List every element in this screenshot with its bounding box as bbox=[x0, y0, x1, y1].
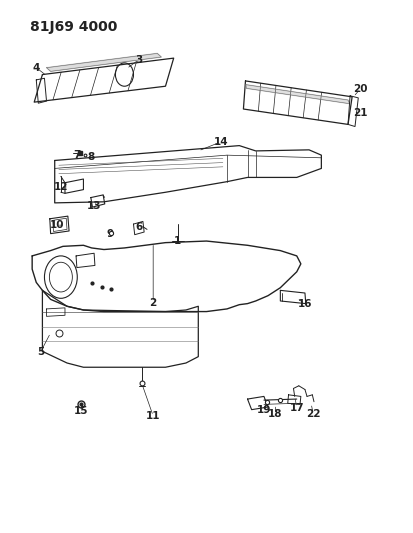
Text: 4: 4 bbox=[33, 63, 40, 72]
Text: 6: 6 bbox=[135, 222, 142, 232]
Text: 15: 15 bbox=[74, 406, 89, 416]
Text: 20: 20 bbox=[353, 84, 368, 94]
Text: 10: 10 bbox=[50, 220, 64, 230]
Text: 5: 5 bbox=[37, 348, 44, 358]
Text: 9: 9 bbox=[107, 229, 114, 239]
Text: 19: 19 bbox=[257, 405, 271, 415]
Polygon shape bbox=[246, 85, 350, 104]
Polygon shape bbox=[47, 53, 161, 71]
Text: 22: 22 bbox=[306, 409, 320, 419]
Text: 13: 13 bbox=[86, 200, 101, 211]
Text: 21: 21 bbox=[353, 108, 368, 118]
Text: 18: 18 bbox=[268, 409, 282, 419]
Text: 17: 17 bbox=[290, 402, 304, 413]
Text: 3: 3 bbox=[135, 55, 142, 64]
Text: 2: 2 bbox=[150, 297, 157, 308]
Text: 7: 7 bbox=[74, 150, 81, 160]
Text: 1: 1 bbox=[174, 236, 181, 246]
Text: 12: 12 bbox=[54, 182, 68, 192]
Text: 14: 14 bbox=[214, 137, 228, 147]
Text: 8: 8 bbox=[87, 152, 95, 162]
Text: 11: 11 bbox=[146, 411, 160, 421]
Text: 81J69 4000: 81J69 4000 bbox=[30, 20, 117, 34]
Text: 16: 16 bbox=[298, 298, 312, 309]
